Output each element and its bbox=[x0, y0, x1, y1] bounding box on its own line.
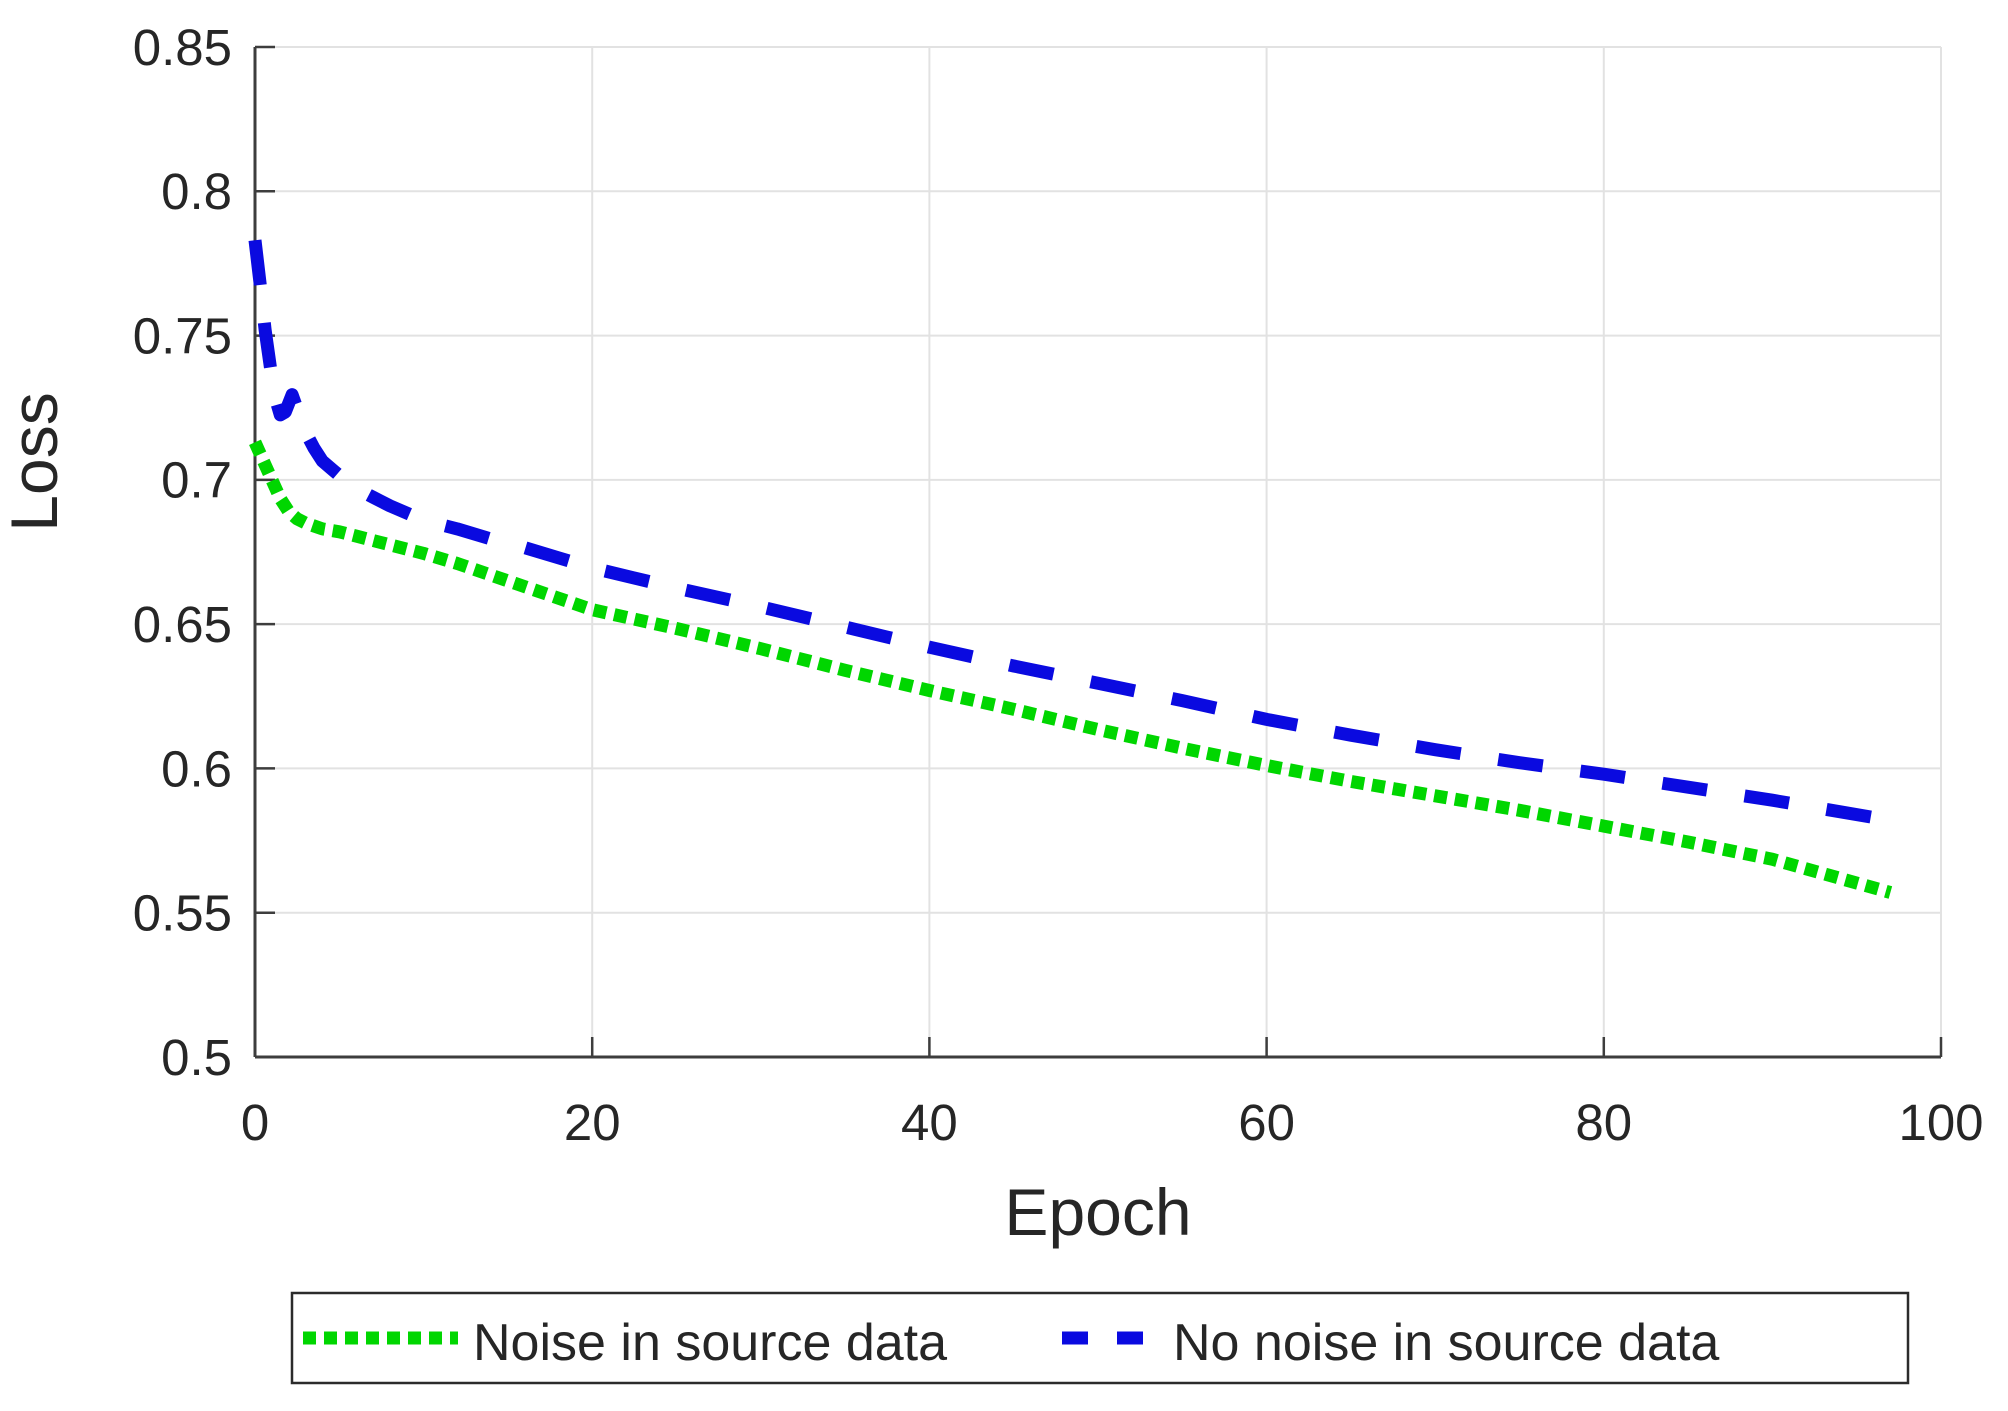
y-tick-label: 0.5 bbox=[161, 1029, 232, 1086]
x-tick-labels: 0 20 40 60 80 100 bbox=[241, 1094, 1984, 1151]
x-tick-label: 100 bbox=[1898, 1094, 1983, 1151]
x-tick-label: 80 bbox=[1575, 1094, 1632, 1151]
y-tick-label: 0.75 bbox=[133, 307, 232, 364]
x-tick-label: 60 bbox=[1238, 1094, 1295, 1151]
y-tick-label: 0.8 bbox=[161, 163, 232, 220]
y-tick-label: 0.65 bbox=[133, 596, 232, 653]
y-tick-label: 0.55 bbox=[133, 885, 232, 942]
legend-box bbox=[290, 1291, 1910, 1385]
x-tick-label: 40 bbox=[901, 1094, 958, 1151]
y-tick-label: 0.7 bbox=[161, 452, 232, 509]
series-line-0 bbox=[249, 439, 1893, 899]
series-line-1 bbox=[248, 239, 1875, 824]
x-tick-label: 20 bbox=[564, 1094, 621, 1151]
x-axis-label: Epoch bbox=[1004, 1175, 1191, 1249]
y-tick-label: 0.6 bbox=[161, 740, 232, 797]
y-tick-labels: 0.5 0.55 0.6 0.65 0.7 0.75 0.8 0.85 bbox=[133, 19, 232, 1086]
x-tick-label: 0 bbox=[241, 1094, 269, 1151]
axes bbox=[253, 47, 1941, 1059]
series-lines bbox=[248, 239, 1893, 899]
y-axis-label: Loss bbox=[0, 392, 71, 531]
gridlines bbox=[255, 46, 1942, 1057]
legend: Noise in source data No noise in source … bbox=[290, 1291, 1910, 1385]
legend-label-no-noise: No noise in source data bbox=[1173, 1314, 1719, 1372]
legend-label-noise: Noise in source data bbox=[473, 1314, 947, 1372]
tick-marks bbox=[253, 45, 1943, 1059]
y-tick-label: 0.85 bbox=[133, 19, 232, 76]
